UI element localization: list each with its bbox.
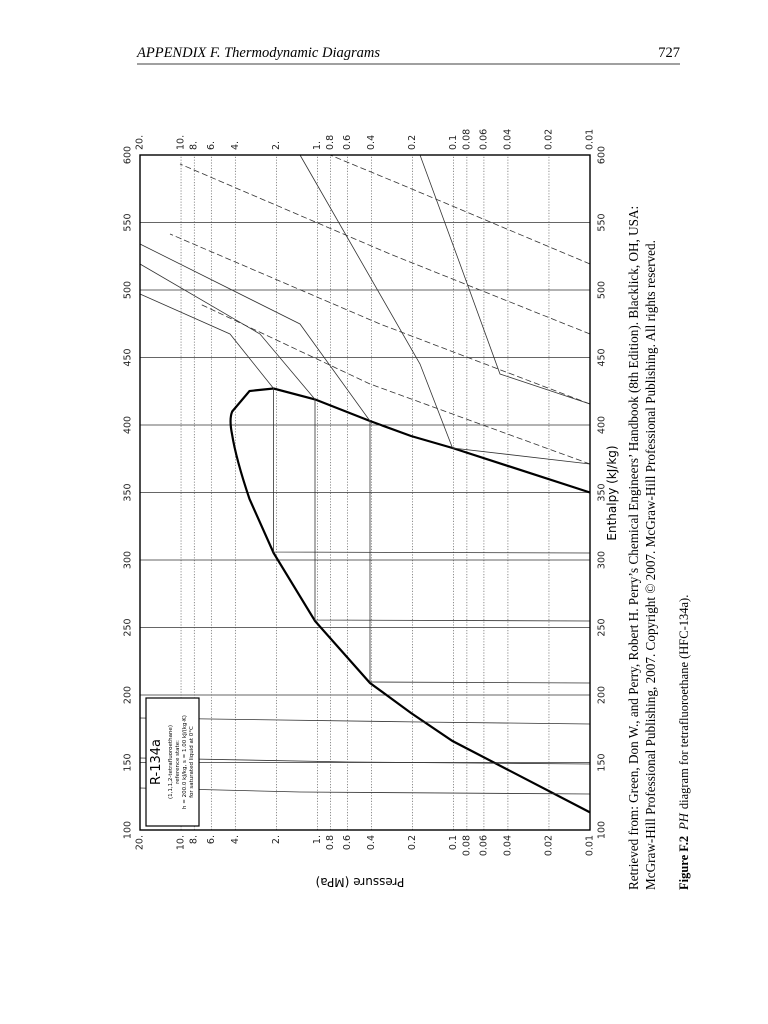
x-tick-label: 600 (123, 146, 134, 164)
y-axis-label: Pressure (MPa) (316, 875, 405, 889)
x-tick-label: 550 (123, 213, 134, 231)
caption: Figure F.2 PH diagram for tetrafluoroethan… (677, 595, 691, 890)
y-tick-label: 0.8 (325, 835, 336, 850)
y-tick-label: 10. (176, 835, 187, 850)
isentropes (169, 154, 591, 465)
x-axis-label: Enthalpy (kJ/kg) (605, 445, 619, 540)
x-tick-label: 300 (597, 551, 608, 569)
y-tick-label: 0.08 (461, 129, 472, 150)
y-tick-label: 0.06 (478, 129, 489, 150)
x-tick-label: 100 (597, 821, 608, 839)
x-tick-label: 350 (597, 483, 608, 501)
y-tick-label: 1. (312, 835, 323, 844)
legend-line: for saturated liquid at 0°C (189, 726, 195, 798)
x-tick-label: 450 (597, 348, 608, 366)
x-tick-label: 300 (123, 551, 134, 569)
y-tick-label: 2. (271, 835, 282, 844)
y-tick-label: 0.08 (461, 835, 472, 856)
x-tick-label: 500 (123, 281, 134, 299)
legend-line: h = 200.0 kJ/kg, s = 1.00 kJ/(kg·K) (182, 715, 188, 809)
y-tick-label: 4. (230, 835, 241, 844)
y-tick-label: 0.6 (342, 135, 353, 150)
x-tick-label: 250 (123, 618, 134, 636)
y-tick-label: 0.02 (543, 129, 554, 150)
x-tick-label: 150 (597, 753, 608, 771)
y-tick-label: 0.04 (502, 129, 513, 150)
y-tick-label: 0.4 (366, 835, 377, 850)
x-tick-label: 400 (597, 416, 608, 434)
y-tick-label: 0.02 (543, 835, 554, 856)
x-tick-label: 600 (597, 146, 608, 164)
grid (139, 154, 591, 831)
y-tick-label: 0.6 (342, 835, 353, 850)
legend-box (145, 697, 200, 827)
x-tick-label: 500 (597, 281, 608, 299)
y-tick-label: 20. (135, 135, 146, 150)
y-tick-label: 10. (176, 135, 187, 150)
x-tick-label: 100 (123, 821, 134, 839)
running-header: APPENDIX F. Thermodynamic Diagrams (136, 45, 380, 61)
x-tick-label: 200 (597, 686, 608, 704)
y-tick-label: 0.01 (585, 129, 596, 150)
x-tick-label: 150 (123, 753, 134, 771)
page-number: 727 (658, 45, 680, 61)
y-tick-label: 8. (189, 835, 200, 844)
y-tick-label: 4. (230, 141, 241, 150)
y-tick-label: 1. (312, 141, 323, 150)
caption-label: Figure F.2 (677, 836, 691, 890)
x-tick-label: 550 (597, 213, 608, 231)
x-tick-label: 400 (123, 416, 134, 434)
y-tick-label: 0.1 (448, 135, 459, 150)
x-tick-label: 350 (123, 483, 134, 501)
x-tick-label: 450 (123, 348, 134, 366)
credit-line: Retrieved from: Green, Don W., and Perry… (626, 206, 641, 890)
y-tick-label: 20. (135, 835, 146, 850)
y-tick-label: 0.04 (502, 835, 513, 856)
plot-frame (139, 154, 591, 831)
y-tick-label: 0.8 (325, 135, 336, 150)
saturation-dome (229, 387, 591, 814)
y-tick-label: 8. (189, 141, 200, 150)
rotated-figure: R-134a (1,1,1,2-tetrafluoroethane) refer… (123, 129, 692, 890)
y-tick-label: 0.06 (478, 835, 489, 856)
y-tick-label: 2. (271, 141, 282, 150)
legend-line: reference state: (175, 740, 181, 784)
x-tick-label: 200 (123, 686, 134, 704)
caption-emphasis: PH (677, 812, 691, 831)
y-tick-label: 0.1 (448, 835, 459, 850)
y-tick-label: 0.01 (585, 835, 596, 856)
y-tick-label: 0.2 (407, 835, 418, 850)
legend-line: (1,1,1,2-tetrafluoroethane) (168, 725, 174, 799)
x-tick-label: 250 (597, 618, 608, 636)
y-tick-label: 6. (206, 141, 217, 150)
isotherms (139, 154, 591, 795)
y-tick-label: 6. (206, 835, 217, 844)
y-tick-label: 0.4 (366, 135, 377, 150)
credit-line: McGraw-Hill Professional Publishing, 200… (643, 240, 658, 890)
y-tick-label: 0.2 (407, 135, 418, 150)
legend-title: R-134a (149, 739, 164, 785)
caption-text: diagram for tetrafluoroethane (HFC-134a)… (677, 595, 691, 810)
